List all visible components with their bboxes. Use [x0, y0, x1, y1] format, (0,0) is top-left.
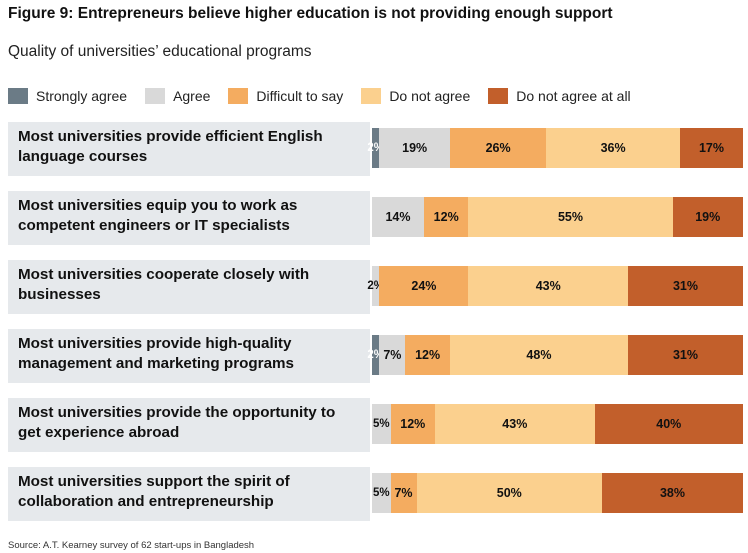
bar-segment: 17% [679, 128, 743, 168]
legend-label: Difficult to say [256, 88, 344, 104]
chart-row: Most universities provide the opportunit… [8, 398, 743, 452]
category-label: Most universities support the spirit of … [8, 467, 370, 521]
data-label: 19% [695, 210, 721, 224]
legend-item: Difficult to say [228, 88, 343, 104]
data-label: 12% [433, 210, 459, 224]
bar-segment: 31% [627, 335, 743, 375]
category-label: Most universities cooperate closely with… [8, 260, 370, 314]
legend-swatch [145, 88, 166, 104]
data-label: 38% [659, 486, 686, 500]
bar-segment: 38% [602, 473, 743, 513]
bar-segment: 12% [390, 404, 436, 444]
legend-item: Agree [145, 88, 210, 104]
legend-swatch [488, 88, 509, 104]
chart-row: Most universities cooperate closely with… [8, 260, 743, 314]
chart-row: Most universities provide efficient Engl… [8, 122, 743, 176]
row-divider [370, 191, 372, 245]
row-divider [370, 398, 372, 452]
legend-item: Do not agree [361, 88, 470, 104]
bar-segment: 43% [468, 266, 628, 306]
bar-segment: 19% [379, 128, 450, 168]
source-note: Source: A.T. Kearney survey of 62 start-… [8, 540, 255, 551]
data-label: 26% [485, 141, 511, 155]
bar-segment: 12% [405, 335, 450, 375]
bar-segment: 5% [372, 473, 391, 513]
bar-segment: 50% [416, 473, 603, 513]
bar-segment: 5% [372, 404, 391, 444]
row-divider [370, 467, 372, 521]
data-label: 7% [394, 486, 413, 500]
bar-segment: 40% [594, 404, 743, 444]
legend-item: Do not agree at all [488, 88, 631, 104]
legend-label: Do not agree at all [516, 88, 631, 104]
chart-subtitle: Quality of universities’ educational pro… [8, 43, 312, 60]
bar-segment: 7% [390, 473, 417, 513]
category-label: Most universities provide the opportunit… [8, 398, 370, 452]
data-label: 31% [672, 279, 698, 293]
bar-segment: 31% [627, 266, 743, 306]
data-label: 24% [411, 279, 437, 293]
row-divider [370, 122, 372, 176]
data-label: 55% [557, 210, 583, 224]
data-label: 36% [600, 141, 626, 155]
data-label: 31% [672, 348, 698, 362]
row-divider [370, 329, 372, 383]
data-label: 40% [656, 417, 682, 431]
bar-segment: 24% [379, 266, 469, 306]
bar-segment: 2% [367, 266, 384, 306]
bar-segment: 7% [379, 335, 406, 375]
bar-segment: 43% [435, 404, 595, 444]
legend: Strongly agree Agree Difficult to say Do no… [8, 88, 649, 104]
chart-row: Most universities equip you to work as c… [8, 191, 743, 245]
data-label: 19% [402, 141, 428, 155]
data-label: 14% [385, 210, 411, 224]
data-label: 12% [400, 417, 426, 431]
legend-label: Do not agree [389, 88, 471, 104]
category-label: Most universities provide efficient Engl… [8, 122, 370, 176]
legend-swatch [361, 88, 382, 104]
figure-title: Figure 9: Entrepreneurs believe higher e… [8, 5, 613, 22]
data-label: 5% [372, 418, 390, 430]
data-label: 50% [496, 486, 522, 500]
bar-segment: 48% [449, 335, 628, 375]
legend-swatch [228, 88, 249, 104]
bar-segment: 2% [367, 335, 384, 375]
bar-segment: 55% [468, 197, 673, 237]
category-label: Most universities provide high-quality m… [8, 329, 370, 383]
legend-swatch [8, 88, 28, 104]
bar-segment: 36% [546, 128, 680, 168]
legend-label: Agree [173, 88, 211, 104]
bar-segment: 12% [423, 197, 469, 237]
row-divider [370, 260, 372, 314]
data-label: 5% [372, 487, 390, 499]
chart-row: Most universities provide high-quality m… [8, 329, 743, 383]
data-label: 17% [698, 141, 724, 155]
legend-item: Strongly agree [8, 88, 127, 104]
bar-segment: 19% [672, 197, 743, 237]
legend-label: Strongly agree [36, 88, 128, 104]
data-label: 43% [502, 417, 528, 431]
data-label: 48% [526, 348, 552, 362]
data-label: 12% [415, 348, 441, 362]
data-label: 43% [535, 279, 561, 293]
bar-segment: 26% [449, 128, 547, 168]
chart-row: Most universities support the spirit of … [8, 467, 743, 521]
bar-segment: 14% [372, 197, 424, 237]
category-label: Most universities equip you to work as c… [8, 191, 370, 245]
data-label: 7% [383, 348, 402, 362]
bar-segment: 2% [367, 128, 384, 168]
